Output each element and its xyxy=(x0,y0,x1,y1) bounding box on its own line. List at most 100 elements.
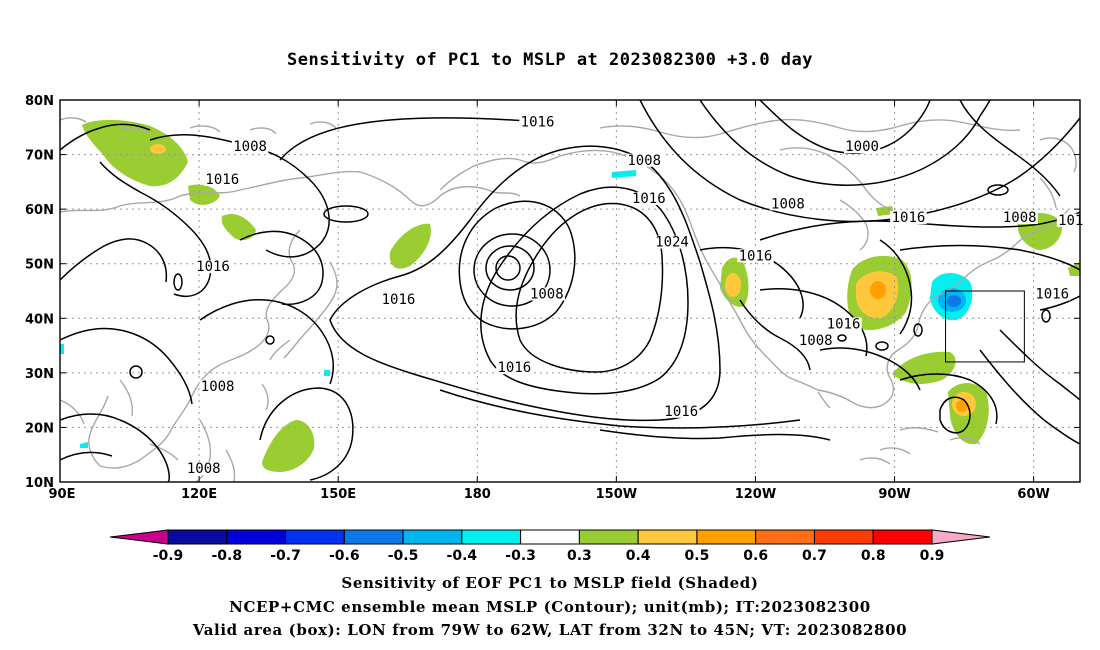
contour-1016-pacific xyxy=(329,145,721,422)
contour-small-5 xyxy=(987,184,1009,196)
shade-small-2 xyxy=(612,170,636,178)
contour-label-bg xyxy=(1001,211,1038,225)
contour-small-6 xyxy=(1041,309,1051,323)
contour-1016-atl xyxy=(1039,295,1080,311)
contour-low-4 xyxy=(458,200,576,330)
colorbar-label: -0.7 xyxy=(270,548,301,564)
contour-label-bg xyxy=(204,172,241,186)
contour-label-bg xyxy=(1056,213,1085,227)
contour-label: 1008 xyxy=(627,153,661,169)
lon-tick-label: 90W xyxy=(878,487,910,502)
contour-1016-arctic xyxy=(639,100,1080,223)
colorbar-label: 0.4 xyxy=(626,548,651,564)
contour-labels: 1016 1008 1016 1008 1000 1016 1008 1016 1008 101 1… xyxy=(185,115,1085,477)
contour-label-bg xyxy=(185,462,222,476)
shade-small-4 xyxy=(60,344,64,354)
contour-label: 1016 xyxy=(632,191,666,207)
contour-label: 1000 xyxy=(845,139,879,155)
lon-tick-label: 60W xyxy=(1017,487,1049,502)
shade-siberia-peak xyxy=(150,144,166,154)
shade-wpac xyxy=(262,420,315,472)
colorbar-swatch xyxy=(813,529,874,545)
contour-label: 1016 xyxy=(196,259,230,275)
colorbar-swatch xyxy=(343,529,404,545)
caption-line-3: Valid area (box): LON from 79W to 62W, L… xyxy=(192,621,908,639)
colorbar: -0.9 -0.8 -0.7 -0.6 -0.5 -0.4 -0.3 0.3 0.4 0.5 0.6… xyxy=(109,529,991,564)
colorbar-label: -0.3 xyxy=(505,548,536,564)
contour-label-bg xyxy=(231,140,269,154)
contour-trop-atl-2 xyxy=(979,349,1080,445)
contour-west-1 xyxy=(60,123,151,151)
contour-label-bg xyxy=(653,235,691,249)
contour-label: 1016 xyxy=(827,316,861,332)
contour-label-bg xyxy=(890,211,927,225)
colorbar-label: -0.8 xyxy=(211,548,242,564)
contour-carib-outer xyxy=(899,373,998,425)
lon-tick-label: 90E xyxy=(49,487,76,502)
contour-1016-north xyxy=(279,117,541,161)
contour-label-bg xyxy=(380,292,417,306)
contour-1012-us xyxy=(759,288,868,357)
colorbar-swatch xyxy=(402,529,463,545)
contour-small-1 xyxy=(323,205,369,223)
contour-label: 1016 xyxy=(382,292,416,308)
contour-label: 1008 xyxy=(233,139,267,155)
contour-1024-pacific xyxy=(515,202,664,373)
mslp-contours xyxy=(60,100,1080,482)
lat-tick-label: 30N xyxy=(25,367,54,382)
contour-tropics xyxy=(60,451,113,461)
lat-tick-label: 70N xyxy=(25,149,54,164)
lat-tick-label: 10N xyxy=(25,476,54,491)
caption-line-1: Sensitivity of EOF PC1 to MSLP field (Sh… xyxy=(341,574,759,592)
lon-tick-label: 120E xyxy=(181,487,217,502)
lon-tick-label: 120W xyxy=(735,487,776,502)
contour-label: 1008 xyxy=(771,196,805,212)
contour-label: 1008 xyxy=(187,461,221,477)
contour-label-bg xyxy=(769,197,807,211)
contour-1008-arctic xyxy=(699,100,991,186)
contour-low-2 xyxy=(485,245,535,291)
contour-label: 1016 xyxy=(498,360,532,376)
valid-area-box xyxy=(945,290,1025,363)
contour-1016-south xyxy=(439,389,801,429)
lat-tick-label: 40N xyxy=(25,312,54,327)
colorbar-swatch xyxy=(520,529,580,545)
contour-label: 101 xyxy=(1058,213,1083,229)
contour-small-9 xyxy=(875,341,889,351)
shade-uswest-peak xyxy=(725,273,741,297)
colorbar-label: 0.7 xyxy=(802,548,827,564)
contour-label-bg xyxy=(519,115,556,129)
shade-atlantic-2 xyxy=(1068,262,1080,276)
shade-small-5 xyxy=(80,442,88,448)
colorbar-swatch xyxy=(226,529,287,545)
shade-siberia-2 xyxy=(188,184,220,205)
contour-low-3 xyxy=(473,233,551,307)
contour-sea-1008 xyxy=(60,413,170,482)
colorbar-label: 0.9 xyxy=(920,548,945,564)
shade-siberia-3 xyxy=(221,213,256,241)
contour-sw xyxy=(599,429,831,441)
shade-useast-peak xyxy=(870,281,886,299)
axis-ticks: 90E 120E 150E 180 150W 120W 90W 60W 10N 20N 30N 40N… xyxy=(25,94,1080,502)
contour-mid-1016 xyxy=(239,230,324,306)
contour-label: 1016 xyxy=(739,248,773,264)
contour-trop-atl xyxy=(999,329,1080,401)
shade-npac xyxy=(389,223,431,269)
contour-label: 1016 xyxy=(664,404,698,420)
lat-tick-label: 60N xyxy=(25,203,54,218)
lon-tick-label: 180 xyxy=(464,487,491,502)
contour-label: 1016 xyxy=(205,172,239,188)
lat-tick-label: 20N xyxy=(25,421,54,436)
colorbar-label: -0.5 xyxy=(388,548,419,564)
contour-wpac-1016 xyxy=(259,387,354,481)
contour-label-bg xyxy=(630,191,668,205)
contour-label-bg xyxy=(1033,287,1071,301)
contour-small-7 xyxy=(913,323,923,337)
shade-siberia xyxy=(82,119,188,187)
contour-1016-ne xyxy=(899,244,1080,271)
colorbar-swatch xyxy=(755,529,815,545)
contour-label: 1008 xyxy=(530,286,564,302)
shade-negative-peak xyxy=(947,295,961,307)
plot-frame xyxy=(59,99,1081,483)
